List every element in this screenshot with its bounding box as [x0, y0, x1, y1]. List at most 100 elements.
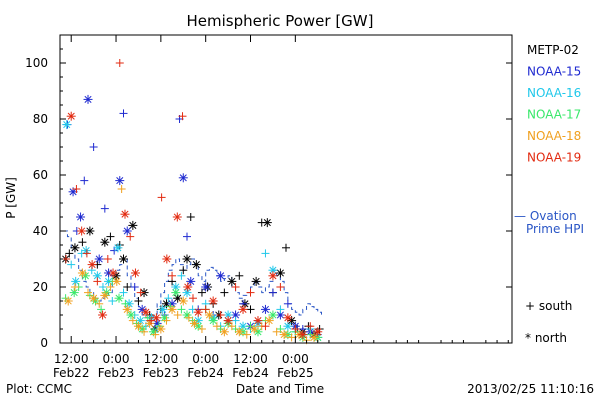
y-tick-label: 20: [33, 280, 48, 294]
data-point-noaa-18: [212, 322, 221, 331]
legend-south-marker: + south: [525, 299, 572, 313]
x-axis-label: Date and Time: [236, 382, 324, 396]
data-point-noaa-17: [97, 305, 106, 314]
data-point-noaa-18: [84, 288, 93, 297]
data-point-noaa-19: [120, 209, 130, 219]
data-point-noaa-16: [62, 120, 72, 130]
data-point-metp-02: [282, 243, 290, 252]
data-point-noaa-18: [140, 327, 149, 336]
data-point-noaa-18: [167, 304, 177, 314]
data-point-noaa-19: [82, 249, 91, 258]
data-point-noaa-15: [122, 226, 132, 236]
data-point-metp-02: [186, 213, 195, 221]
data-point-noaa-17: [69, 288, 79, 298]
data-point-noaa-18: [264, 316, 274, 326]
data-point-noaa-16: [261, 249, 270, 258]
data-point-noaa-19: [188, 294, 197, 303]
data-point-noaa-19: [168, 271, 177, 280]
data-point-metp-02: [275, 268, 285, 278]
data-point-noaa-15: [119, 109, 128, 118]
data-point-noaa-15: [94, 254, 104, 264]
legend-entry-noaa-18: NOAA-18: [527, 129, 581, 143]
data-point-noaa-15: [216, 271, 226, 281]
x-tick-label-date: Feb23: [98, 366, 135, 380]
x-tick-label-time: 12:00: [233, 352, 268, 366]
data-point-noaa-19: [283, 313, 293, 323]
data-point-noaa-19: [178, 112, 187, 121]
data-point-noaa-19: [87, 260, 97, 270]
data-point-metp-02: [70, 243, 80, 253]
legend-ovation-label-2: Prime HPI: [526, 222, 584, 236]
data-point-metp-02: [227, 276, 237, 286]
data-point-noaa-18: [279, 330, 289, 340]
data-point-noaa-15: [83, 94, 93, 104]
data-point-noaa-19: [193, 307, 203, 317]
data-point-noaa-15: [268, 288, 277, 297]
data-point-noaa-19: [201, 305, 210, 314]
data-point-noaa-19: [208, 296, 218, 306]
data-point-metp-02: [191, 260, 201, 270]
data-point-noaa-18: [106, 283, 115, 291]
data-point-noaa-18: [63, 296, 73, 306]
data-point-noaa-19: [136, 288, 145, 297]
data-point-noaa-15: [183, 232, 192, 241]
data-point-metp-02: [182, 254, 192, 264]
data-point-noaa-17: [268, 310, 278, 320]
data-point-metp-02: [65, 249, 74, 258]
data-point-noaa-15: [283, 299, 292, 308]
data-point-noaa-19: [157, 193, 166, 202]
data-point-noaa-18: [234, 327, 244, 337]
data-point-noaa-18: [122, 304, 132, 314]
legend-entry-noaa-15: NOAA-15: [527, 65, 581, 79]
x-tick-label-date: Feb25: [277, 366, 314, 380]
x-tick-label-time: 0:00: [103, 352, 130, 366]
legend-entry-noaa-17: NOAA-17: [527, 108, 581, 122]
data-point-noaa-15: [260, 304, 270, 314]
data-point-metp-02: [123, 283, 132, 291]
data-point-noaa-19: [268, 271, 278, 281]
data-point-noaa-16: [119, 288, 128, 297]
data-point-noaa-16: [67, 260, 76, 269]
legend: METP-02 NOAA-15 NOAA-16 NOAA-17 NOAA-18 NOAA-…: [514, 43, 584, 345]
data-point-noaa-19: [276, 283, 285, 291]
data-point-noaa-16: [158, 304, 168, 314]
data-point-noaa-16: [71, 276, 81, 286]
data-point-noaa-19: [126, 232, 135, 241]
data-point-metp-02: [119, 254, 129, 264]
data-point-noaa-19: [151, 313, 161, 323]
data-point-noaa-15: [100, 204, 109, 213]
data-point-noaa-19: [261, 322, 270, 331]
y-tick-label: 0: [40, 336, 48, 350]
data-point-metp-02: [287, 316, 297, 326]
data-point-noaa-18: [117, 185, 126, 193]
data-point-metp-02: [197, 288, 206, 297]
footer-right: 2013/02/25 11:10:16: [467, 382, 594, 396]
data-point-noaa-19: [313, 327, 323, 337]
data-point-noaa-17: [114, 293, 124, 303]
data-point-noaa-18: [156, 324, 166, 334]
data-point-noaa-18: [184, 313, 193, 322]
data-point-noaa-16: [81, 246, 91, 256]
data-point-noaa-15: [80, 176, 89, 185]
legend-ovation-label: — Ovation: [514, 209, 577, 223]
data-point-noaa-19: [231, 283, 240, 291]
data-point-noaa-19: [66, 111, 76, 121]
data-point-noaa-15: [115, 176, 125, 186]
data-point-noaa-18: [189, 318, 199, 328]
data-point-noaa-18: [309, 332, 319, 342]
data-point-noaa-16: [283, 321, 293, 331]
plot-frame: [59, 34, 513, 344]
data-point-noaa-19: [77, 226, 87, 236]
data-point-noaa-19: [141, 307, 151, 317]
data-point-noaa-17: [121, 299, 130, 308]
data-point-noaa-15: [178, 173, 188, 183]
legend-north-marker: * north: [525, 331, 567, 345]
data-point-noaa-18: [242, 330, 251, 339]
data-point-noaa-16: [182, 288, 192, 298]
data-point-noaa-19: [253, 316, 263, 326]
data-point-noaa-19: [115, 59, 124, 67]
data-point-metp-02: [262, 218, 272, 228]
data-point-metp-02: [134, 297, 143, 305]
data-point-noaa-15: [130, 283, 139, 291]
